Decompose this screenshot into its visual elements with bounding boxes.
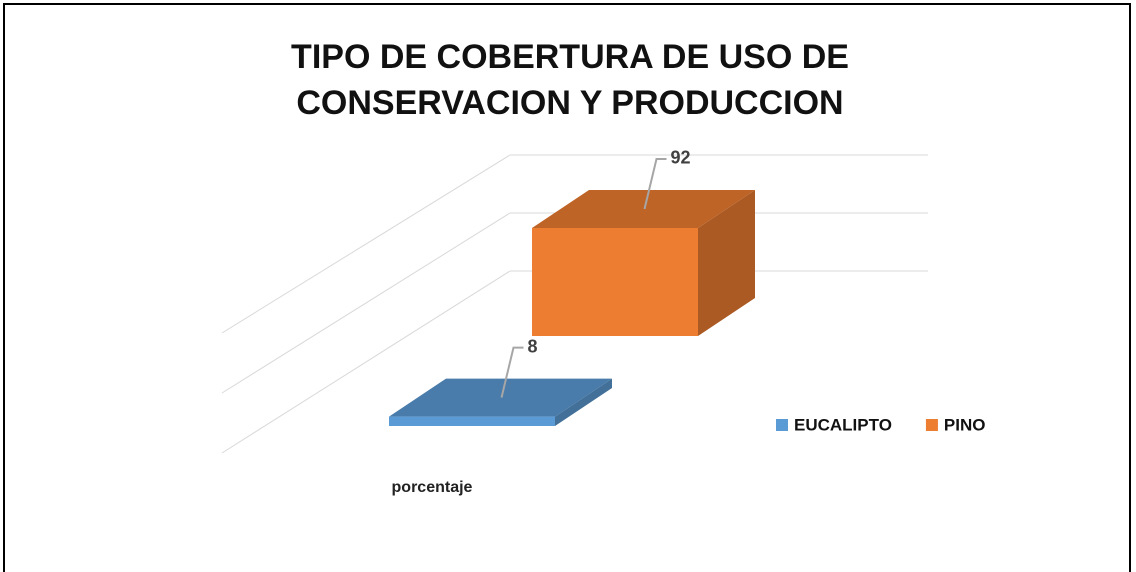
data-label: 8	[528, 336, 538, 356]
data-label: 92	[671, 148, 691, 168]
legend-label: PINO	[944, 415, 986, 434]
bar-top	[532, 189, 755, 228]
legend-label: EUCALIPTO	[794, 415, 892, 434]
leader-line	[643, 157, 667, 210]
frame	[3, 3, 1131, 572]
chart-title: TIPO DE COBERTURA DE USO DE CONSERVACION…	[291, 38, 849, 122]
category-label: porcentaje	[392, 479, 473, 496]
bar-front	[532, 227, 698, 336]
bar-side	[555, 378, 612, 426]
bar-side	[698, 189, 755, 336]
leader-line	[500, 346, 524, 398]
bar-front	[389, 416, 555, 426]
legend-swatch	[776, 419, 788, 431]
legend-swatch	[925, 419, 938, 431]
floor-line	[221, 212, 511, 394]
floor-line	[221, 154, 511, 334]
bar-top	[389, 378, 612, 417]
floor-line	[221, 270, 511, 454]
